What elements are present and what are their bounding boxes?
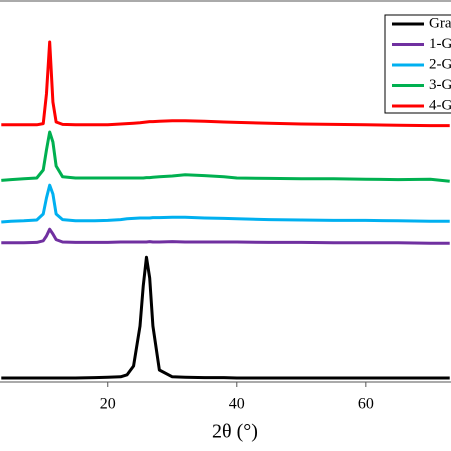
data-line [1, 255, 450, 380]
x-tick-label: 20 [100, 396, 116, 413]
legend-label: Gra [429, 15, 451, 31]
legend-label: 3-G [429, 77, 451, 93]
data-line [1, 40, 450, 128]
data-line [1, 227, 450, 245]
x-tick-label: 40 [229, 396, 245, 413]
data-line [1, 130, 450, 183]
legend-label: 2-G [429, 56, 451, 72]
legend-label: 1-G [429, 36, 451, 52]
x-tick-label: 60 [358, 396, 374, 413]
legend-label: 4-G [429, 97, 451, 113]
data-line [1, 183, 450, 224]
x-axis-label: 2θ (°) [212, 421, 258, 443]
